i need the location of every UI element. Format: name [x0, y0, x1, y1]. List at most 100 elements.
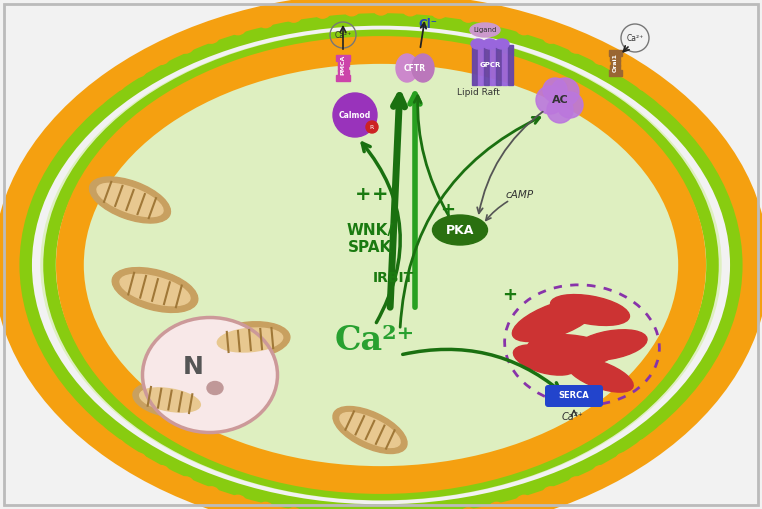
- Text: IRBIT: IRBIT: [373, 271, 414, 285]
- FancyArrowPatch shape: [400, 118, 539, 327]
- Circle shape: [152, 47, 170, 64]
- Ellipse shape: [41, 30, 721, 500]
- Circle shape: [637, 439, 654, 456]
- Circle shape: [40, 374, 56, 391]
- Text: Orai1: Orai1: [613, 52, 617, 71]
- Circle shape: [642, 364, 659, 381]
- Text: N: N: [183, 355, 203, 379]
- Circle shape: [657, 425, 674, 441]
- Circle shape: [488, 502, 505, 509]
- Circle shape: [373, 0, 389, 15]
- Circle shape: [314, 1, 331, 18]
- Circle shape: [117, 380, 135, 397]
- Circle shape: [229, 18, 246, 35]
- Ellipse shape: [527, 334, 613, 365]
- Circle shape: [459, 5, 477, 22]
- Ellipse shape: [210, 322, 290, 358]
- Bar: [336, 75, 350, 81]
- Circle shape: [402, 0, 419, 16]
- Text: +: +: [372, 185, 389, 204]
- Circle shape: [117, 133, 135, 150]
- Circle shape: [343, 0, 360, 16]
- Circle shape: [516, 495, 533, 509]
- Text: PKA: PKA: [446, 223, 474, 237]
- Circle shape: [572, 92, 590, 109]
- Circle shape: [747, 257, 762, 273]
- Circle shape: [557, 92, 583, 118]
- Ellipse shape: [483, 39, 497, 49]
- Circle shape: [718, 158, 735, 175]
- Circle shape: [0, 236, 17, 253]
- Circle shape: [679, 294, 696, 311]
- Circle shape: [53, 391, 71, 409]
- Text: Ca²⁺: Ca²⁺: [335, 324, 415, 356]
- Circle shape: [592, 466, 610, 483]
- Bar: [508, 45, 513, 85]
- Circle shape: [642, 149, 659, 166]
- Bar: [502, 45, 507, 85]
- Ellipse shape: [470, 23, 500, 37]
- Bar: [609, 50, 622, 56]
- Bar: [484, 45, 489, 85]
- Circle shape: [543, 78, 567, 102]
- Text: SERCA: SERCA: [559, 391, 589, 401]
- Circle shape: [728, 336, 745, 353]
- Circle shape: [551, 80, 568, 97]
- Circle shape: [152, 409, 169, 426]
- Circle shape: [551, 78, 579, 106]
- Circle shape: [66, 294, 83, 311]
- Circle shape: [679, 219, 696, 236]
- FancyArrowPatch shape: [415, 96, 449, 216]
- Ellipse shape: [217, 328, 283, 352]
- Bar: [490, 45, 495, 85]
- Circle shape: [292, 49, 309, 66]
- Circle shape: [373, 41, 389, 59]
- Circle shape: [229, 495, 246, 509]
- Ellipse shape: [512, 298, 597, 342]
- Ellipse shape: [90, 177, 171, 223]
- Text: PMCA: PMCA: [341, 55, 345, 75]
- Bar: [610, 55, 620, 61]
- Circle shape: [745, 236, 762, 253]
- Circle shape: [103, 149, 120, 166]
- Ellipse shape: [112, 268, 198, 313]
- Circle shape: [547, 97, 573, 123]
- Ellipse shape: [433, 215, 488, 245]
- Circle shape: [736, 196, 753, 213]
- Circle shape: [593, 104, 610, 122]
- Bar: [496, 45, 501, 85]
- Circle shape: [453, 464, 470, 481]
- Circle shape: [516, 18, 533, 35]
- Circle shape: [655, 347, 671, 364]
- Ellipse shape: [412, 54, 434, 82]
- Circle shape: [718, 355, 735, 373]
- Circle shape: [172, 92, 190, 109]
- Circle shape: [103, 364, 120, 381]
- Circle shape: [616, 60, 632, 77]
- Ellipse shape: [133, 382, 207, 418]
- Circle shape: [27, 355, 44, 373]
- Circle shape: [0, 277, 17, 294]
- Circle shape: [657, 89, 674, 106]
- Circle shape: [319, 468, 335, 485]
- Text: +: +: [502, 286, 517, 304]
- Circle shape: [134, 394, 151, 412]
- Circle shape: [72, 201, 89, 218]
- Circle shape: [683, 238, 700, 255]
- Circle shape: [504, 62, 521, 78]
- Circle shape: [684, 257, 700, 273]
- Circle shape: [130, 60, 146, 77]
- Circle shape: [108, 74, 125, 91]
- Circle shape: [266, 54, 283, 71]
- Circle shape: [706, 139, 722, 156]
- Circle shape: [431, 1, 448, 18]
- Circle shape: [134, 118, 151, 135]
- Circle shape: [373, 471, 389, 489]
- Bar: [338, 70, 349, 76]
- Circle shape: [285, 508, 303, 509]
- Circle shape: [91, 347, 107, 364]
- Circle shape: [745, 277, 762, 294]
- Ellipse shape: [333, 407, 407, 454]
- Circle shape: [108, 439, 125, 456]
- Text: Ligand: Ligand: [473, 27, 497, 33]
